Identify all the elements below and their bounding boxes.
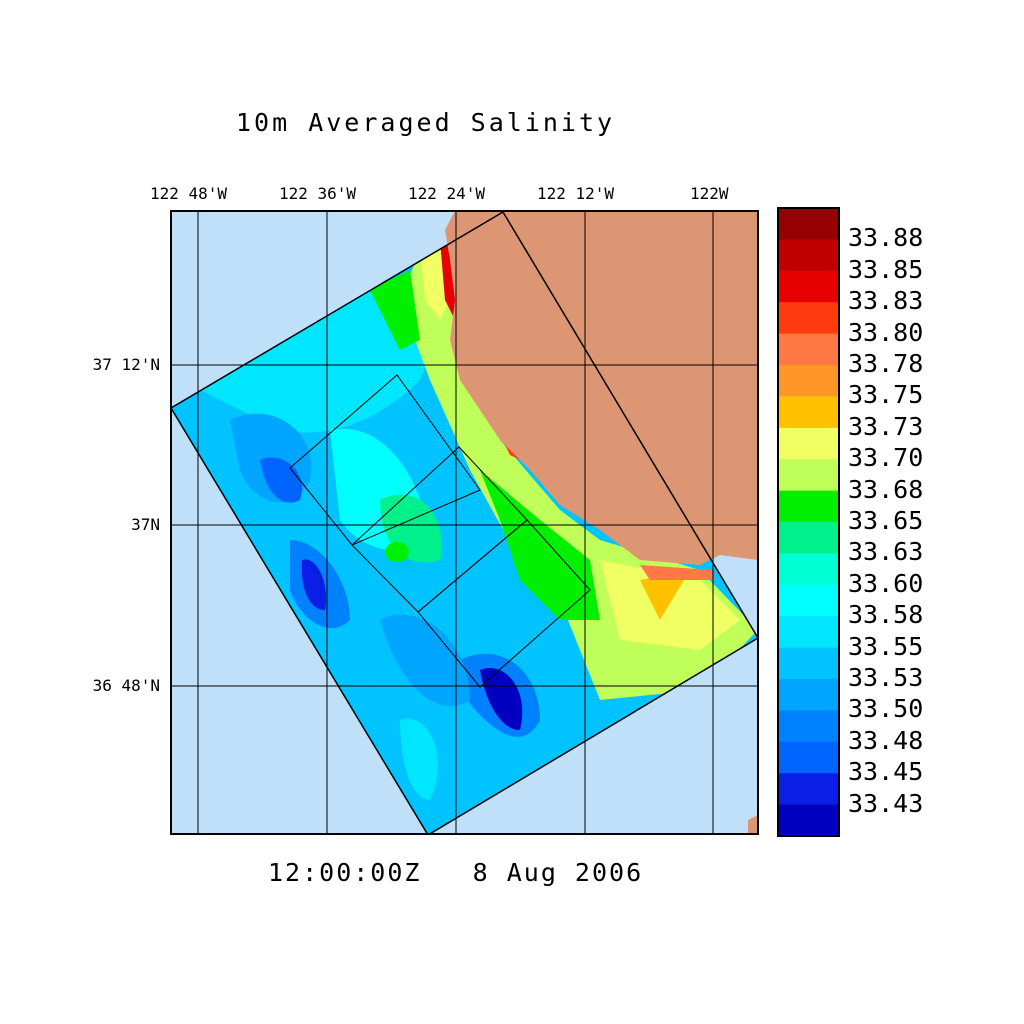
colorbar-label: 33.58 — [848, 600, 924, 630]
colorbar-band — [778, 553, 839, 586]
colorbar-band — [778, 584, 839, 617]
colorbar-label: 33.68 — [848, 474, 924, 504]
colorbar-band — [778, 239, 839, 272]
colorbar-label: 33.65 — [848, 506, 924, 535]
land-mass — [445, 211, 758, 565]
lat-label: 37N — [131, 515, 160, 534]
land-mass — [748, 815, 758, 834]
colorbar-label: 33.83 — [848, 286, 924, 316]
colorbar-band — [778, 490, 839, 523]
plot-title: 10m Averaged Salinity — [236, 108, 616, 137]
colorbar-label: 33.55 — [848, 631, 924, 661]
colorbar-band — [778, 616, 839, 649]
colorbar-label: 33.60 — [848, 568, 924, 598]
colorbar-label: 33.78 — [848, 349, 924, 378]
colorbar-label: 33.73 — [848, 411, 924, 441]
lon-label: 122 48'W — [150, 184, 228, 203]
model-domain-outline — [171, 211, 758, 834]
nested-domain-outlines — [289, 374, 591, 688]
colorbar-label: 33.48 — [848, 725, 924, 755]
colorbar-label: 33.43 — [848, 788, 924, 818]
colorbar — [777, 207, 840, 837]
colorbar-band — [778, 270, 839, 303]
colorbar-frame — [777, 207, 840, 837]
colorbar-band — [778, 333, 839, 366]
colorbar-band — [778, 679, 839, 711]
colorbar-band — [778, 208, 839, 240]
colorbar-band — [778, 522, 839, 554]
colorbar-band — [778, 647, 839, 680]
colorbar-band — [778, 710, 839, 743]
colorbar-band — [778, 396, 839, 429]
colorbar-band — [778, 302, 839, 335]
colorbar-label: 33.85 — [848, 254, 924, 284]
colorbar-band — [778, 741, 839, 774]
colorbar-label: 33.50 — [848, 694, 924, 724]
colorbar-label: 33.53 — [848, 663, 924, 692]
colorbar-band — [778, 459, 839, 492]
lon-label: 122W — [690, 184, 729, 203]
colorbar-label: 33.80 — [848, 317, 924, 347]
colorbar-label: 33.75 — [848, 380, 924, 410]
timestamp-label: 12:00:00Z 8 Aug 2006 — [268, 858, 644, 887]
colorbar-label: 33.70 — [848, 443, 924, 473]
map-frame — [170, 210, 759, 835]
colorbar-label: 33.45 — [848, 757, 924, 787]
lon-label: 122 36'W — [279, 184, 357, 203]
colorbar-band — [778, 773, 839, 806]
colorbar-band — [778, 365, 839, 397]
graticule — [171, 211, 758, 834]
lat-label: 37 12'N — [92, 355, 160, 374]
colorbar-label: 33.88 — [848, 223, 924, 253]
colorbar-band — [778, 804, 839, 837]
lon-label: 122 12'W — [537, 184, 615, 203]
colorbar-band — [778, 427, 839, 460]
lon-label: 122 24'W — [408, 184, 486, 203]
colorbar-label: 33.63 — [848, 537, 924, 567]
lat-label: 36 48'N — [92, 676, 160, 695]
